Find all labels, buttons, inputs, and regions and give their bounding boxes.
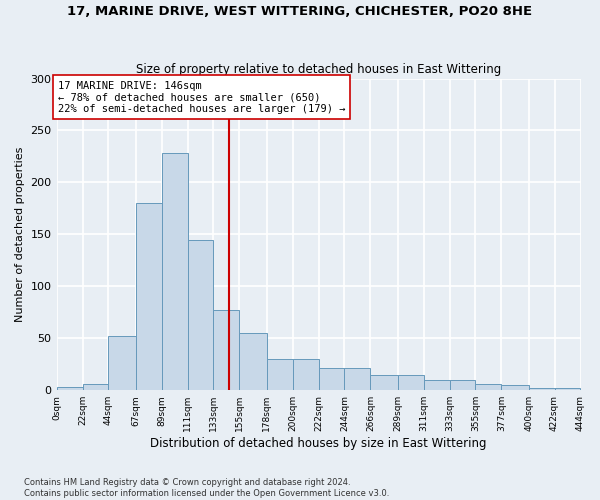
Y-axis label: Number of detached properties: Number of detached properties xyxy=(15,146,25,322)
Text: 17, MARINE DRIVE, WEST WITTERING, CHICHESTER, PO20 8HE: 17, MARINE DRIVE, WEST WITTERING, CHICHE… xyxy=(67,5,533,18)
Bar xyxy=(293,359,319,390)
Bar xyxy=(475,384,502,390)
Bar xyxy=(502,385,529,390)
Bar xyxy=(424,380,449,390)
Text: 17 MARINE DRIVE: 146sqm
← 78% of detached houses are smaller (650)
22% of semi-d: 17 MARINE DRIVE: 146sqm ← 78% of detache… xyxy=(58,80,345,114)
Bar xyxy=(136,203,161,390)
Bar xyxy=(188,240,214,390)
Bar xyxy=(554,388,580,390)
Bar xyxy=(239,333,266,390)
Bar xyxy=(398,374,424,390)
Bar xyxy=(266,359,293,390)
X-axis label: Distribution of detached houses by size in East Wittering: Distribution of detached houses by size … xyxy=(150,437,487,450)
Bar xyxy=(56,387,83,390)
Bar xyxy=(109,336,136,390)
Bar xyxy=(370,374,398,390)
Bar xyxy=(161,154,188,390)
Text: Contains HM Land Registry data © Crown copyright and database right 2024.
Contai: Contains HM Land Registry data © Crown c… xyxy=(24,478,389,498)
Bar xyxy=(449,380,475,390)
Bar xyxy=(529,388,554,390)
Bar xyxy=(214,310,239,390)
Bar xyxy=(83,384,109,390)
Bar xyxy=(319,368,344,390)
Title: Size of property relative to detached houses in East Wittering: Size of property relative to detached ho… xyxy=(136,63,501,76)
Bar xyxy=(344,368,370,390)
